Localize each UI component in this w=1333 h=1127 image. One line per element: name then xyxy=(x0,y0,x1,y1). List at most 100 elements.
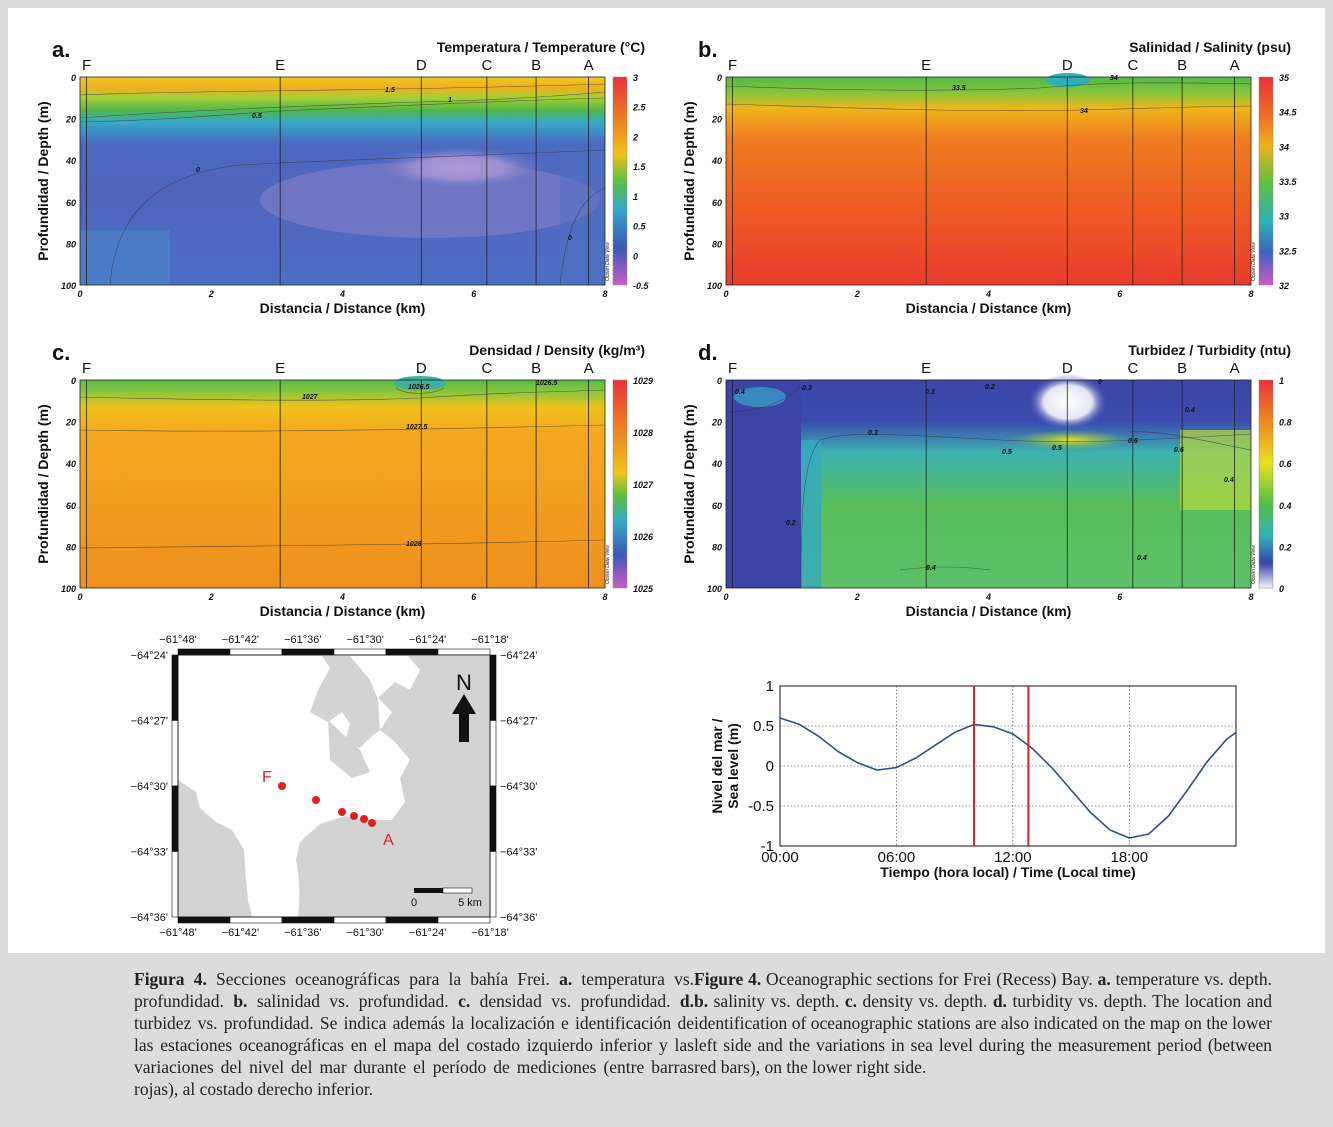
map-lon-label-bottom: −61°36' xyxy=(284,927,321,939)
panel-title: Salinidad / Salinity (psu) xyxy=(1129,39,1291,55)
station-label-A: A xyxy=(1230,57,1240,74)
y-tick-label: 60 xyxy=(66,198,76,208)
caption-es-lead: Secciones oceanográficas para la bahía F… xyxy=(206,969,560,989)
contour-label: 34 xyxy=(1080,108,1088,115)
colorbar-tick-label: 1026 xyxy=(633,532,654,542)
contour-line xyxy=(79,389,606,401)
colorbar-tick-label: 32.5 xyxy=(1279,246,1298,256)
map-station-dot xyxy=(338,808,346,816)
x-tick-label: 6 xyxy=(1117,289,1123,299)
colorbar-tick-label: 0.4 xyxy=(1279,501,1292,511)
contour-line xyxy=(725,82,1252,91)
map-lon-label-bottom: −61°30' xyxy=(346,927,383,939)
panel-letter: c. xyxy=(52,340,70,365)
station-label-C: C xyxy=(481,57,492,74)
y-tick-label: 80 xyxy=(66,542,76,552)
x-tick-label: 2 xyxy=(208,592,214,602)
panel-a: F E D C B Aa. Temperatura / Temperature (°C) 0 2… xyxy=(35,37,650,316)
contour-line xyxy=(79,97,606,123)
map-lon-label-bottom: −61°48' xyxy=(159,927,196,939)
map-border-left xyxy=(171,720,179,787)
panel-letter: a. xyxy=(52,37,70,62)
map-land-west xyxy=(178,780,252,917)
x-tick-label: 0 xyxy=(77,289,82,299)
contour-label: 0.2 xyxy=(985,384,995,391)
map-border-top xyxy=(437,648,491,656)
y-tick-label: 80 xyxy=(712,542,722,552)
map-lat-label-left: −64°24' xyxy=(131,650,168,662)
x-tick-label: 0 xyxy=(723,289,728,299)
x-tick-label: 4 xyxy=(339,592,345,602)
panel-b-fields xyxy=(726,73,1251,285)
scale-bar-white xyxy=(442,887,473,894)
y-tick-label: 100 xyxy=(707,281,722,291)
y-axis-label: Profundidad / Depth (m) xyxy=(681,101,697,260)
colorbar-tick-label: 33 xyxy=(1279,212,1289,222)
station-label-A: A xyxy=(1230,360,1240,377)
contour-line xyxy=(559,187,606,286)
y-tick-label: 40 xyxy=(711,459,722,469)
map-border-left xyxy=(171,654,179,721)
colorbar-tick-label: 33.5 xyxy=(1279,177,1298,187)
x-axis-label: Distancia / Distance (km) xyxy=(906,300,1072,316)
station-label-C: C xyxy=(1127,360,1138,377)
station-label-E: E xyxy=(275,360,285,377)
y-tick-label: 60 xyxy=(712,501,722,511)
y-tick-label: 80 xyxy=(712,239,722,249)
contour-line xyxy=(395,387,445,394)
contour-line xyxy=(79,539,606,549)
colorbar xyxy=(612,76,628,286)
map-border-bottom xyxy=(229,916,283,924)
y-axis-label: Profundidad / Depth (m) xyxy=(681,404,697,563)
x-tick-label: 0 xyxy=(77,592,82,602)
colorbar xyxy=(612,379,628,589)
contour-label: 1 xyxy=(448,97,452,104)
map-lon-label-top: −61°30' xyxy=(346,634,383,646)
tide-chart: 00:00 06:00 12:00 18:00 1 0.5 0 -0.5 -1 Tiempo (h… xyxy=(709,678,1237,880)
colorbar-tick-label: 1 xyxy=(1279,376,1284,386)
y-axis-label: Profundidad / Depth (m) xyxy=(35,404,51,563)
colorbar-tick-label: 2.5 xyxy=(632,103,647,113)
contour-label: 0.3 xyxy=(868,430,878,437)
y-tick-label: 0 xyxy=(71,376,76,386)
map-border-left xyxy=(171,851,179,918)
station-label-D: D xyxy=(416,57,427,74)
contour-label: 0.4 xyxy=(1137,555,1147,562)
caption-en-fig: Figure 4. xyxy=(694,969,762,989)
x-tick-label: 2 xyxy=(208,289,214,299)
contour-label: 33.5 xyxy=(952,85,966,92)
x-tick-label: 4 xyxy=(985,289,991,299)
contour-label: 0.6 xyxy=(1128,438,1138,445)
station-label-E: E xyxy=(921,57,931,74)
map-border-top xyxy=(385,648,439,656)
contour-label: 0.5 xyxy=(252,113,262,120)
station-label-D: D xyxy=(416,360,427,377)
contour-label: 1027 xyxy=(302,394,319,401)
map-lon-label-top: −61°18' xyxy=(471,634,508,646)
map-land-peninsula xyxy=(310,656,380,748)
caption-en-d: d. xyxy=(992,991,1007,1011)
x-tick-label: 6 xyxy=(471,592,477,602)
contour-label: 0.5 xyxy=(1052,445,1062,452)
tide-x-tick-label: 06:00 xyxy=(878,849,916,866)
y-tick-label: 20 xyxy=(65,418,76,428)
colorbar-tick-label: -0.5 xyxy=(633,281,650,291)
tide-y-axis-label-line: Sea level (m) xyxy=(725,723,741,809)
contour-label: 0.3 xyxy=(802,385,812,392)
caption-en-a: a. xyxy=(1097,969,1111,989)
caption-es-b: b. xyxy=(233,991,248,1011)
contour-label: 0.2 xyxy=(786,520,796,527)
tide-y-tick-label: 1 xyxy=(766,678,774,695)
contour-label: 0.4 xyxy=(735,389,745,396)
colorbar-tick-label: 1 xyxy=(633,192,638,202)
map-station-dot xyxy=(278,782,286,790)
x-axis-label: Distancia / Distance (km) xyxy=(260,300,426,316)
tide-x-axis-label: Tiempo (hora local) / Time (Local time) xyxy=(880,864,1135,880)
x-tick-label: 8 xyxy=(602,289,607,299)
y-tick-label: 60 xyxy=(66,501,76,511)
caption-en-c: c. xyxy=(844,991,858,1011)
caption-en-b-text: salinity vs. depth. xyxy=(708,991,845,1011)
station-label-A: A xyxy=(584,57,594,74)
tide-y-tick-label: 0.5 xyxy=(753,718,774,735)
